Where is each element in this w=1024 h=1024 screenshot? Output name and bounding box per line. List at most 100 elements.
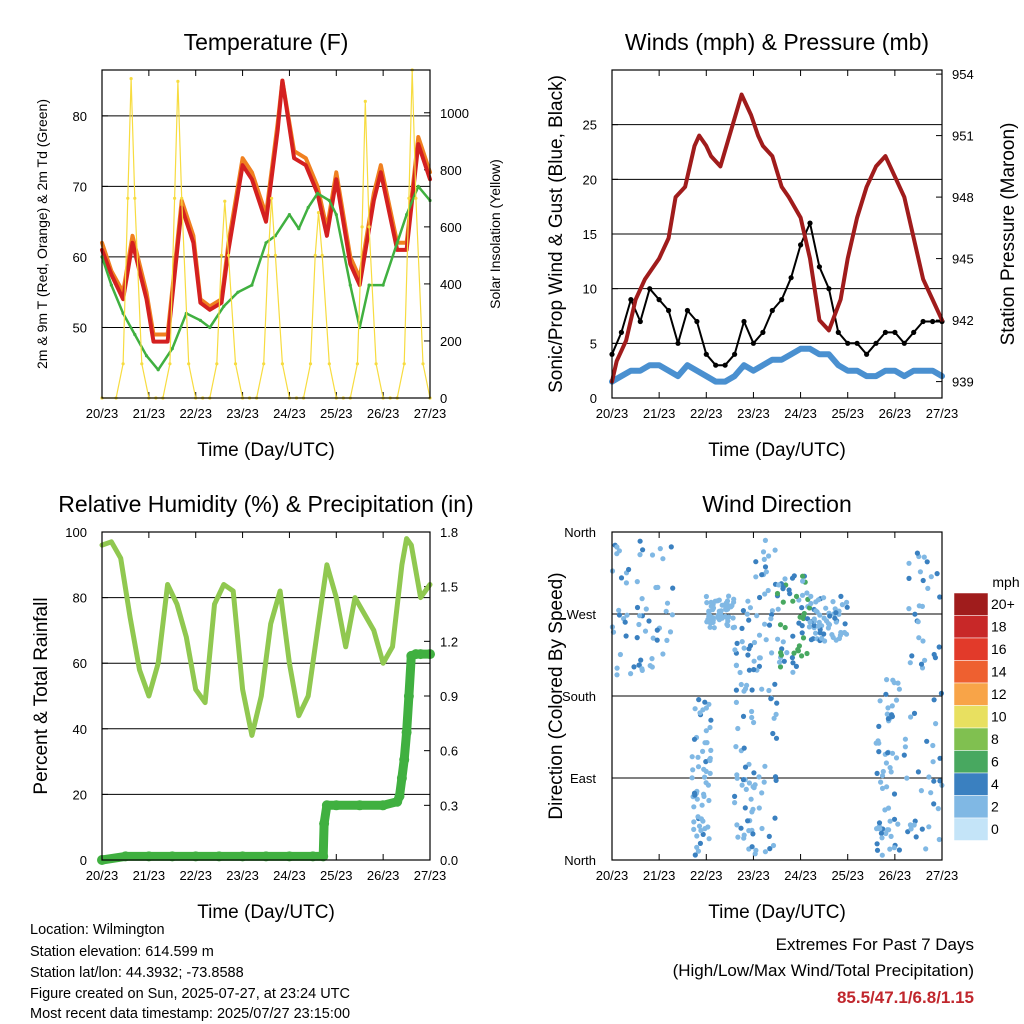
data-point	[187, 362, 191, 366]
legend-swatch	[953, 660, 989, 684]
direction-point	[789, 655, 796, 661]
data-point	[619, 374, 624, 378]
direction-point	[742, 805, 748, 811]
y2-axis-label: Solar Insolation (Yellow)	[487, 159, 503, 309]
data-point	[732, 351, 738, 357]
info-recent: Most recent data timestamp: 2025/07/27 2…	[30, 1006, 351, 1022]
series-line	[611, 222, 943, 367]
direction-point	[933, 721, 939, 727]
data-point	[334, 170, 338, 174]
data-point	[219, 301, 224, 305]
direction-point	[622, 619, 628, 625]
data-point	[697, 134, 701, 138]
direction-point	[772, 681, 778, 687]
data-point	[873, 340, 879, 346]
direction-point	[776, 659, 783, 665]
direction-point	[901, 752, 907, 758]
direction-point	[776, 582, 782, 588]
direction-point	[636, 662, 642, 668]
direction-point	[750, 831, 756, 837]
data-point	[354, 800, 365, 811]
direction-point	[885, 705, 891, 711]
data-point	[121, 362, 125, 366]
direction-point	[813, 608, 819, 614]
series-2	[100, 184, 432, 372]
data-point	[119, 556, 123, 560]
direction-point	[777, 622, 784, 628]
y2-axis-label: Station Pressure (Maroon)	[998, 123, 1019, 346]
direction-point	[739, 782, 745, 788]
data-point	[399, 754, 410, 765]
data-point	[405, 213, 409, 217]
direction-point	[751, 770, 757, 776]
direction-point	[749, 714, 755, 721]
direction-point	[637, 613, 643, 619]
data-point	[674, 195, 678, 199]
direction-point	[807, 619, 813, 625]
data-point	[756, 134, 760, 138]
info-created: Figure created on Sun, 2025-07-27, at 23…	[30, 986, 350, 1002]
x-axis-label: Time (Day/UTC)	[197, 440, 335, 461]
y2-tick-label: 0.3	[440, 798, 458, 813]
direction-point	[706, 609, 712, 615]
data-point	[779, 297, 785, 303]
direction-point	[887, 818, 893, 824]
direction-point	[811, 622, 817, 629]
y-tick-label: West	[567, 607, 597, 622]
direction-point	[827, 613, 833, 619]
direction-point	[896, 847, 903, 853]
series-line	[101, 69, 431, 399]
data-point	[276, 128, 280, 132]
data-point	[137, 668, 142, 672]
data-point	[331, 800, 342, 811]
direction-point	[711, 625, 717, 631]
data-point	[882, 329, 889, 335]
direction-point	[880, 768, 886, 775]
series-1	[100, 78, 432, 344]
data-point	[827, 328, 831, 332]
x-tick-label: 22/23	[690, 868, 723, 883]
direction-point	[726, 614, 732, 620]
data-point	[130, 241, 135, 245]
y2-tick-label: 400	[440, 277, 462, 292]
data-point	[166, 340, 170, 344]
data-point	[287, 213, 291, 217]
direction-point	[874, 770, 880, 777]
direction-point	[780, 599, 786, 605]
x-tick-label: 25/23	[831, 406, 864, 421]
direction-point	[825, 625, 832, 631]
direction-point	[906, 575, 912, 582]
direction-point	[664, 637, 670, 644]
y2-tick-label: 0	[440, 391, 447, 406]
direction-point	[623, 580, 630, 586]
direction-point	[741, 745, 747, 751]
data-point	[306, 205, 310, 210]
data-point	[414, 196, 418, 200]
direction-point	[813, 630, 819, 636]
direction-point	[907, 660, 913, 666]
data-point	[760, 329, 766, 335]
direction-point	[790, 660, 796, 666]
direction-point	[726, 593, 732, 599]
direction-point	[889, 703, 895, 709]
direction-point	[637, 552, 643, 558]
data-point	[742, 363, 746, 367]
y2-tick-label: 0.9	[440, 689, 458, 704]
data-point	[396, 773, 407, 783]
direction-point	[918, 788, 925, 794]
x-tick-label: 23/23	[226, 868, 259, 883]
data-point	[273, 253, 277, 257]
data-point	[297, 714, 301, 718]
data-point	[140, 362, 144, 366]
data-point	[269, 622, 273, 626]
data-point	[714, 380, 718, 384]
direction-point	[926, 824, 932, 830]
data-point	[175, 602, 179, 606]
x-tick-label: 24/23	[273, 868, 306, 883]
data-point	[648, 363, 652, 367]
direction-point	[690, 767, 696, 773]
legend-level-label: 2	[991, 799, 999, 815]
data-point	[222, 304, 226, 308]
data-point	[827, 352, 831, 356]
direction-point	[878, 779, 884, 785]
